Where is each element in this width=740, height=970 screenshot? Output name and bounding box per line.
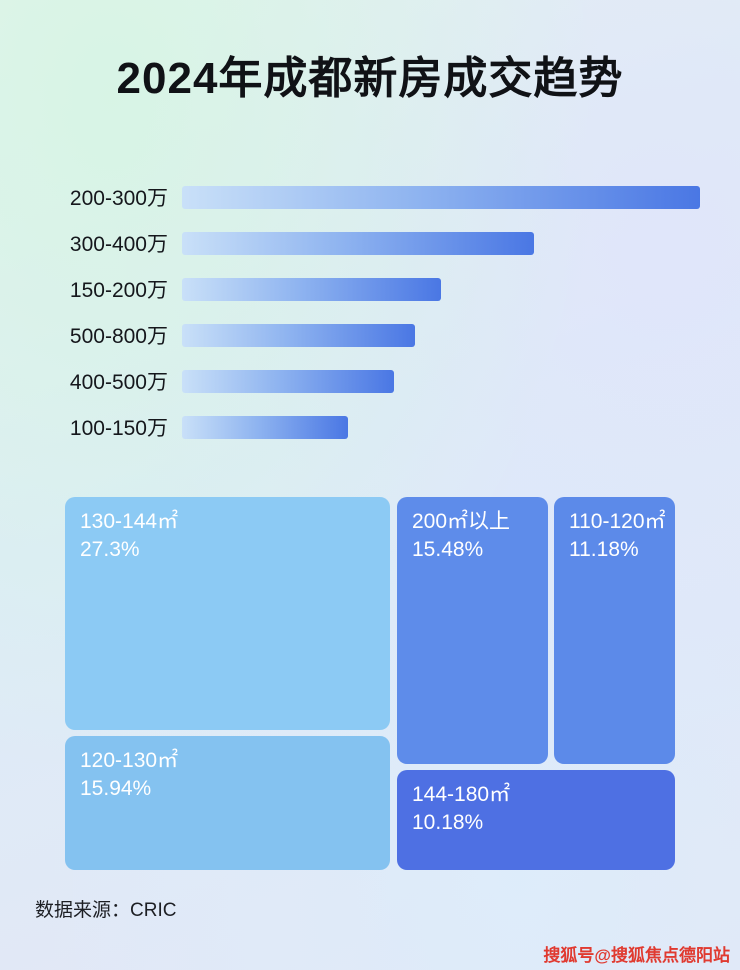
treemap-block-value: 15.48%: [412, 538, 484, 562]
bar: [182, 323, 416, 347]
bar-label: 100-150万: [69, 417, 168, 440]
treemap-block-110-120: 110-120㎡ 11.18%: [554, 497, 675, 764]
bar: [182, 231, 535, 255]
bar: [182, 277, 441, 301]
bar-track: [182, 185, 700, 209]
bar: [182, 185, 700, 209]
bar-track: [182, 323, 700, 347]
bar-label: 150-200万: [69, 279, 168, 302]
bar-row: 500-800万: [40, 321, 700, 349]
treemap-block-value: 27.3%: [80, 538, 140, 562]
treemap-block-value: 15.94%: [80, 777, 152, 801]
treemap-block-label: 110-120㎡: [569, 510, 666, 533]
bar-row: 200-300万: [40, 183, 700, 211]
bar: [182, 415, 348, 439]
data-source-note: 数据来源：CRIC: [35, 900, 177, 921]
treemap-block-label: 130-144㎡: [80, 510, 179, 533]
bar-label: 300-400万: [69, 233, 168, 256]
bar-label: 200-300万: [69, 187, 168, 210]
bar-row: 300-400万: [40, 229, 700, 257]
bar-label: 500-800万: [69, 325, 168, 348]
treemap-block-value: 10.18%: [412, 811, 484, 835]
treemap-block-144-180: 144-180㎡ 10.18%: [397, 770, 675, 870]
treemap-block-130-144: 130-144㎡ 27.3%: [65, 497, 390, 730]
treemap-block-200-plus: 200㎡以上 15.48%: [397, 497, 548, 764]
bar-row: 150-200万: [40, 275, 700, 303]
bar-track: [182, 277, 700, 301]
bar-label: 400-500万: [69, 371, 168, 394]
treemap-block-label: 120-130㎡: [80, 749, 179, 772]
page-title: 2024年成都新房成交趋势: [116, 54, 624, 103]
bar: [182, 369, 395, 393]
bar-track: [182, 415, 700, 439]
area-share-treemap: 130-144㎡ 27.3% 120-130㎡ 15.94% 200㎡以上 15…: [65, 497, 675, 870]
bar-track: [182, 369, 700, 393]
watermark-text: 搜狐号@搜狐焦点德阳站: [543, 946, 730, 965]
treemap-block-value: 11.18%: [569, 538, 639, 562]
bar-row: 400-500万: [40, 367, 700, 395]
treemap-block-120-130: 120-130㎡ 15.94%: [65, 736, 390, 870]
treemap-block-label: 200㎡以上: [412, 510, 511, 533]
bar-track: [182, 231, 700, 255]
price-range-bar-chart: 200-300万 300-400万 150-200万 500-800万 400-…: [40, 183, 700, 459]
treemap-block-label: 144-180㎡: [412, 783, 511, 806]
bar-row: 100-150万: [40, 413, 700, 441]
